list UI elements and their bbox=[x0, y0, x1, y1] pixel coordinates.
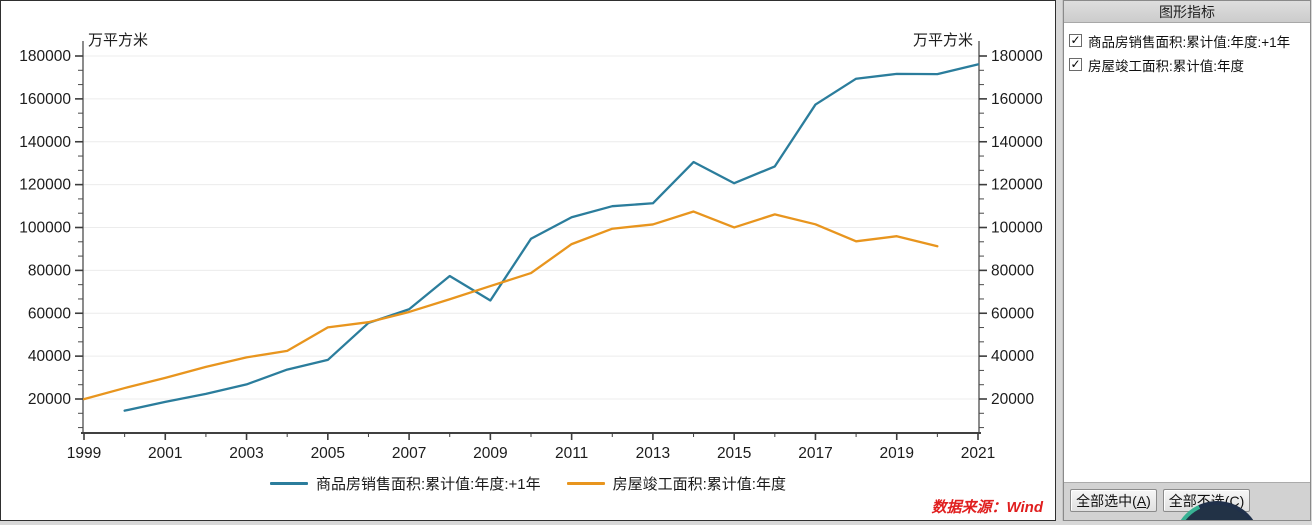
sales-line bbox=[123, 63, 980, 412]
indicator-item-completion[interactable]: ✓ 房屋竣工面积:累计值:年度 bbox=[1069, 54, 1305, 75]
svg-text:120000: 120000 bbox=[991, 177, 1043, 194]
svg-text:2009: 2009 bbox=[473, 445, 507, 462]
legend-item-completion: 房屋竣工面积:累计值:年度 bbox=[566, 473, 786, 494]
svg-text:60000: 60000 bbox=[28, 305, 71, 322]
chart-panel: 20000 20000 40000 40000 60000 60000 80000 80000… bbox=[0, 0, 1056, 521]
svg-text:2015: 2015 bbox=[717, 445, 751, 462]
svg-text:1999: 1999 bbox=[67, 445, 101, 462]
svg-text:2019: 2019 bbox=[879, 445, 913, 462]
data-source-note: 数据来源：Wind bbox=[931, 499, 1043, 516]
svg-text:180000: 180000 bbox=[19, 48, 71, 65]
svg-text:160000: 160000 bbox=[19, 91, 71, 108]
indicator-item-sales[interactable]: ✓ 商品房销售面积:累计值:年度:+1年 bbox=[1069, 30, 1305, 51]
svg-text:2007: 2007 bbox=[392, 445, 426, 462]
svg-text:2013: 2013 bbox=[636, 445, 670, 462]
y-axis-unit-left: 万平方米 bbox=[88, 32, 149, 49]
svg-text:80000: 80000 bbox=[991, 262, 1034, 279]
indicator-panel: 图形指标 ✓ 商品房销售面积:累计值:年度:+1年 ✓ 房屋竣工面积:累计值:年… bbox=[1063, 0, 1311, 521]
indicator-panel-title: 图形指标 bbox=[1064, 1, 1310, 23]
svg-text:2001: 2001 bbox=[148, 445, 182, 462]
checkbox-sales[interactable]: ✓ bbox=[1069, 33, 1082, 47]
legend: 商品房销售面积:累计值:年度:+1年 房屋竣工面积:累计值:年度 bbox=[1, 473, 1055, 494]
svg-text:2011: 2011 bbox=[555, 445, 588, 462]
legend-swatch-completion bbox=[566, 482, 605, 485]
indicator-panel-footer: 全部选中(A) 全部不选(C) bbox=[1064, 482, 1310, 520]
svg-text:2017: 2017 bbox=[798, 445, 832, 462]
completion-line bbox=[82, 210, 939, 401]
svg-text:2003: 2003 bbox=[229, 445, 263, 462]
legend-swatch-sales bbox=[270, 482, 309, 485]
svg-text:160000: 160000 bbox=[991, 91, 1043, 108]
y-axis-unit-right: 万平方米 bbox=[912, 32, 973, 49]
svg-text:2005: 2005 bbox=[311, 445, 345, 462]
indicator-label-sales: 商品房销售面积:累计值:年度:+1年 bbox=[1088, 34, 1291, 50]
svg-text:180000: 180000 bbox=[991, 48, 1043, 65]
legend-label-completion: 房屋竣工面积:累计值:年度 bbox=[612, 476, 786, 493]
svg-text:40000: 40000 bbox=[991, 348, 1034, 365]
legend-item-sales: 商品房销售面积:累计值:年度:+1年 bbox=[270, 473, 541, 494]
svg-text:80000: 80000 bbox=[28, 262, 71, 279]
svg-text:100000: 100000 bbox=[991, 220, 1043, 237]
svg-text:140000: 140000 bbox=[991, 134, 1043, 151]
legend-label-sales: 商品房销售面积:累计值:年度:+1年 bbox=[316, 476, 541, 493]
svg-text:20000: 20000 bbox=[28, 391, 71, 408]
indicator-list: ✓ 商品房销售面积:累计值:年度:+1年 ✓ 房屋竣工面积:累计值:年度 bbox=[1064, 23, 1310, 82]
svg-text:140000: 140000 bbox=[19, 134, 71, 151]
svg-text:60000: 60000 bbox=[991, 305, 1034, 322]
svg-text:2021: 2021 bbox=[961, 445, 995, 462]
select-all-button[interactable]: 全部选中(A) bbox=[1070, 489, 1157, 512]
checkbox-completion[interactable]: ✓ bbox=[1069, 57, 1082, 71]
indicator-label-completion: 房屋竣工面积:累计值:年度 bbox=[1088, 58, 1245, 74]
svg-text:120000: 120000 bbox=[19, 177, 71, 194]
svg-text:20000: 20000 bbox=[991, 391, 1034, 408]
svg-text:100000: 100000 bbox=[19, 220, 71, 237]
svg-text:40000: 40000 bbox=[28, 348, 71, 365]
chart-svg: 20000 20000 40000 40000 60000 60000 80000 80000… bbox=[19, 41, 1043, 462]
